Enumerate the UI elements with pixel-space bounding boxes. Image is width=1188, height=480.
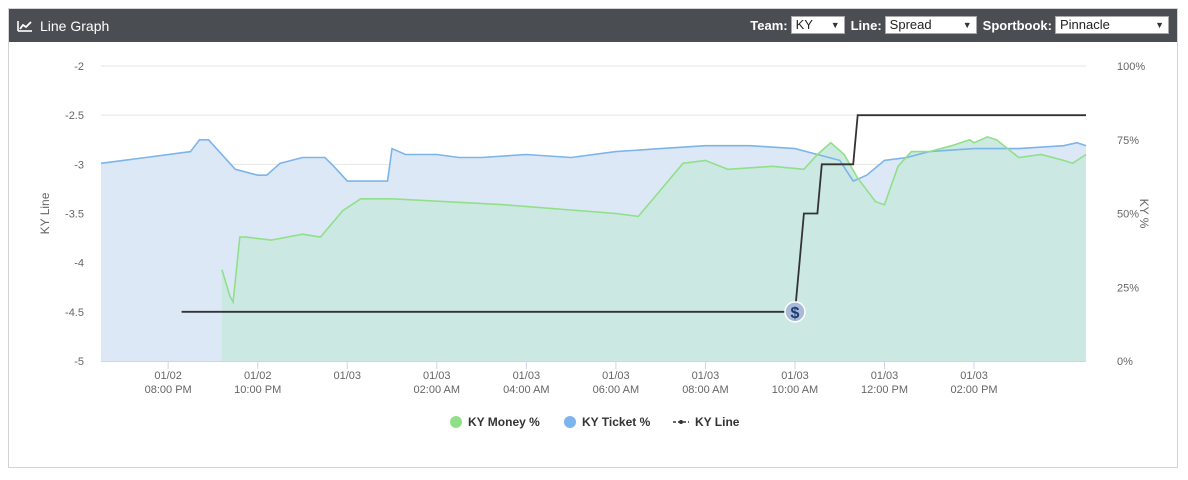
x-tick-date: 01/02	[154, 370, 182, 382]
x-tick-date: 01/03	[781, 370, 809, 382]
x-tick-date: 01/03	[333, 370, 361, 382]
line-graph-panel: Line Graph Team: KY ▼ Line: Spread ▼ Spo…	[8, 8, 1178, 468]
x-tick-time: 02:00 PM	[951, 384, 998, 396]
x-tick-time: 12:00 PM	[861, 384, 908, 396]
x-tick-date: 01/03	[602, 370, 630, 382]
y-tick-label: -3.5	[65, 209, 84, 221]
y-tick-label: -5	[74, 356, 84, 368]
line-chart: $ -2 -2.5 -3 -3.5 -4 -4.5 -5 100% 75% 50% 25% 0% KY L…	[38, 61, 1151, 429]
x-tick-date: 01/03	[513, 370, 541, 382]
line-select-value: Spread	[889, 17, 932, 32]
team-select-value: KY	[795, 17, 813, 32]
line-chart-icon	[17, 21, 32, 32]
x-tick-date: 01/03	[423, 370, 451, 382]
ky-money-area	[221, 136, 1087, 361]
y-tick-label: -4	[74, 258, 84, 270]
x-axis: 01/02 08:00 PM 01/02 10:00 PM 01/03 01/03 02:0…	[145, 361, 998, 396]
x-tick-time: 08:00 AM	[682, 384, 728, 396]
sportbook-select[interactable]: Pinnacle ▼	[1055, 16, 1169, 34]
y-tick-label: -3	[74, 159, 84, 171]
y-tick-label: 100%	[1117, 61, 1145, 73]
sportbook-label: Sportbook:	[982, 17, 1052, 33]
x-tick-time: 02:00 AM	[414, 384, 460, 396]
graph-controls: Team: KY ▼ Line: Spread ▼ Sportbook: Pin…	[750, 16, 1169, 34]
x-tick-date: 01/03	[871, 370, 899, 382]
x-tick-time: 06:00 AM	[593, 384, 639, 396]
money-marker-circle	[784, 301, 806, 323]
money-marker: $	[784, 301, 806, 323]
legend-ticket-label: KY Ticket %	[582, 415, 651, 429]
x-tick-time: 08:00 PM	[145, 384, 192, 396]
x-tick-time: 04:00 AM	[503, 384, 549, 396]
panel-title: Line Graph	[17, 17, 109, 35]
y-axis-left: -2 -2.5 -3 -3.5 -4 -4.5 -5	[65, 61, 84, 368]
x-tick-date: 01/03	[960, 370, 988, 382]
y-tick-label: -2.5	[65, 110, 84, 122]
y-tick-label: 0%	[1117, 356, 1133, 368]
legend-kyline-label: KY Line	[695, 415, 740, 429]
ky-money-line	[221, 135, 1087, 305]
legend-money-label: KY Money %	[468, 415, 540, 429]
y-tick-label: 75%	[1117, 135, 1139, 147]
x-tick-date: 01/02	[244, 370, 272, 382]
line-select[interactable]: Spread ▼	[884, 16, 977, 34]
team-label: Team:	[750, 17, 788, 33]
chevron-down-icon: ▼	[1155, 20, 1164, 30]
chart-legend: KY Money % KY Ticket % KY Line	[450, 415, 740, 429]
legend-ticket-symbol	[564, 416, 576, 428]
legend-kyline-dot	[679, 420, 683, 424]
ky-ticket-line	[100, 139, 1087, 183]
legend-money-symbol	[450, 416, 462, 428]
panel-header: Line Graph Team: KY ▼ Line: Spread ▼ Spo…	[9, 9, 1177, 42]
y-tick-label: 50%	[1117, 209, 1139, 221]
line-label: Line:	[850, 17, 882, 33]
panel-title-text: Line Graph	[40, 18, 110, 34]
y-tick-label: 25%	[1117, 282, 1139, 294]
y-axis-right-title: KY %	[1137, 199, 1151, 229]
sportbook-select-value: Pinnacle	[1060, 17, 1110, 32]
money-marker-label: $	[791, 305, 800, 322]
y-axis-left-title: KY Line	[38, 192, 52, 234]
x-tick-time: 10:00 AM	[772, 384, 818, 396]
chevron-down-icon: ▼	[830, 20, 840, 30]
chevron-down-icon: ▼	[962, 20, 972, 30]
x-tick-date: 01/03	[692, 370, 720, 382]
y-tick-label: -4.5	[65, 307, 84, 319]
y-axis-right: 100% 75% 50% 25% 0%	[1117, 61, 1145, 368]
x-tick-time: 10:00 PM	[234, 384, 281, 396]
ky-line-series	[181, 114, 1086, 313]
team-select[interactable]: KY ▼	[790, 16, 845, 34]
y-tick-label: -2	[74, 61, 84, 73]
